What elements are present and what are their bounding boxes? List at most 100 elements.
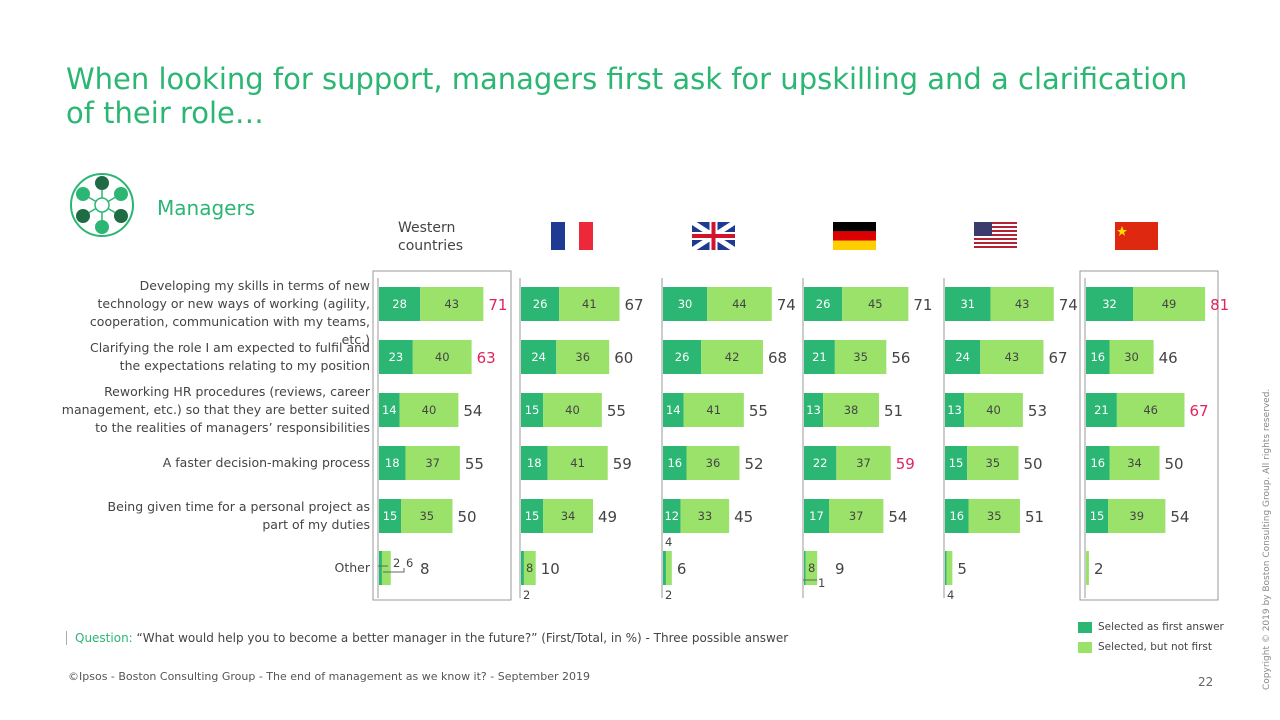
bar-total-value: 53 [1028,402,1047,420]
bar-value-not-first: 42 [725,350,740,364]
bar-not-first [836,446,891,480]
flag-france-icon [579,222,593,250]
managers-network-icon [70,173,134,237]
bar-value-first: 15 [949,456,964,470]
bar-total-value: 55 [465,455,484,473]
bar-total-value: 71 [488,296,507,314]
bar-total-value: 49 [598,508,617,526]
bar-not-first [523,551,536,585]
bar-value-first: 16 [667,456,682,470]
callout-not-first: 8 [808,561,815,575]
bar-value-not-first: 43 [444,297,459,311]
bar-total-value: 5 [957,560,967,578]
bar-not-first [399,393,459,427]
bar-not-first [401,499,453,533]
vertical-copyright: Copyright © 2019 by Boston Consulting Gr… [1262,388,1272,690]
legend-not-first: Selected, but not first [1078,641,1212,653]
flag-us-icon [974,234,1017,236]
bar-value-first: 21 [1094,403,1109,417]
bar-not-first [701,340,763,374]
bar-not-first [543,499,594,533]
bar-value-not-first: 38 [844,403,859,417]
flag-us-icon [974,246,1017,248]
callout-not-first: 4 [947,588,954,602]
bar-not-first [1116,393,1185,427]
bar-value-first: 14 [382,403,397,417]
group-header-western: Western countries [398,220,464,254]
flag-us-icon [974,238,1017,240]
bar-not-first [547,446,608,480]
bar-total-value: 67 [1048,349,1067,367]
flag-france-icon [551,222,565,250]
bar-not-first [967,446,1019,480]
bar-not-first [980,340,1044,374]
category-label: Reworking HR procedures (reviews, career… [61,384,370,435]
bar-value-not-first: 37 [425,456,440,470]
bar-not-first [381,551,391,585]
bar-value-first: 17 [809,509,824,523]
bar-value-first: 18 [527,456,542,470]
callout-first: 2 [523,588,530,602]
bar-first-answer [945,287,991,321]
bar-not-first [1108,499,1166,533]
bar-first-answer [1086,287,1134,321]
bar-value-first: 15 [525,403,540,417]
category-label: Being given time for a personal project … [107,499,370,532]
bar-first-answer [945,499,969,533]
bar-value-not-first: 41 [582,297,597,311]
bar-total-value: 10 [541,560,560,578]
category-label: Clarifying the role I am expected to ful… [90,340,370,373]
bar-first-answer [1086,393,1117,427]
bar-value-first: 22 [813,456,828,470]
bar-first-answer [379,393,400,427]
bar-not-first [680,499,730,533]
bar-not-first [683,393,744,427]
question-text: “What would help you to become a better … [132,631,789,645]
bar-value-not-first: 46 [1143,403,1158,417]
flag-china-icon [1115,222,1158,250]
bar-value-not-first: 44 [732,297,747,311]
bar-value-not-first: 45 [868,297,883,311]
bar-value-not-first: 40 [565,403,580,417]
bar-not-first [686,446,740,480]
bar-value-first: 26 [816,297,831,311]
bar-first-answer [379,499,402,533]
bar-first-answer [804,340,835,374]
bar-first-answer [379,446,406,480]
bar-first-answer [804,287,843,321]
group-box [1079,270,1219,601]
bar-first-answer [663,287,708,321]
bar-first-answer [804,446,837,480]
bar-first-answer [663,340,702,374]
category-label: A faster decision-making process [162,455,370,470]
bar-value-first: 21 [812,350,827,364]
bar-value-not-first: 39 [1129,509,1144,523]
bar-total-value: 2 [1094,560,1104,578]
bar-value-not-first: 36 [575,350,590,364]
bar-value-first: 23 [389,350,404,364]
bar-total-value: 60 [614,349,633,367]
bar-first-answer [663,393,684,427]
bar-value-first: 16 [949,509,964,523]
bar-total-value: 67 [1189,402,1208,420]
bar-first-answer [663,446,687,480]
legend-first: Selected as first answer [1078,621,1224,633]
flag-us-icon [974,222,1017,224]
bar-value-first: 15 [1090,509,1105,523]
bar-total-value: 55 [607,402,626,420]
bar-first-answer [379,551,382,585]
page-number: 22 [1198,675,1214,689]
bar-not-first [968,499,1020,533]
bar-not-first [412,340,472,374]
bar-value-not-first: 35 [419,509,434,523]
bar-value-first: 15 [383,509,398,523]
bar-not-first [842,287,909,321]
bar-total-value: 67 [624,296,643,314]
bar-value-not-first: 36 [706,456,721,470]
callout-not-first: 4 [665,535,672,549]
bar-total-value: 45 [734,508,753,526]
bar-not-first [946,551,953,585]
category-label: Developing my skills in terms of new tec… [89,278,370,347]
bar-value-first: 16 [1090,456,1105,470]
bar-first-answer [521,551,524,585]
